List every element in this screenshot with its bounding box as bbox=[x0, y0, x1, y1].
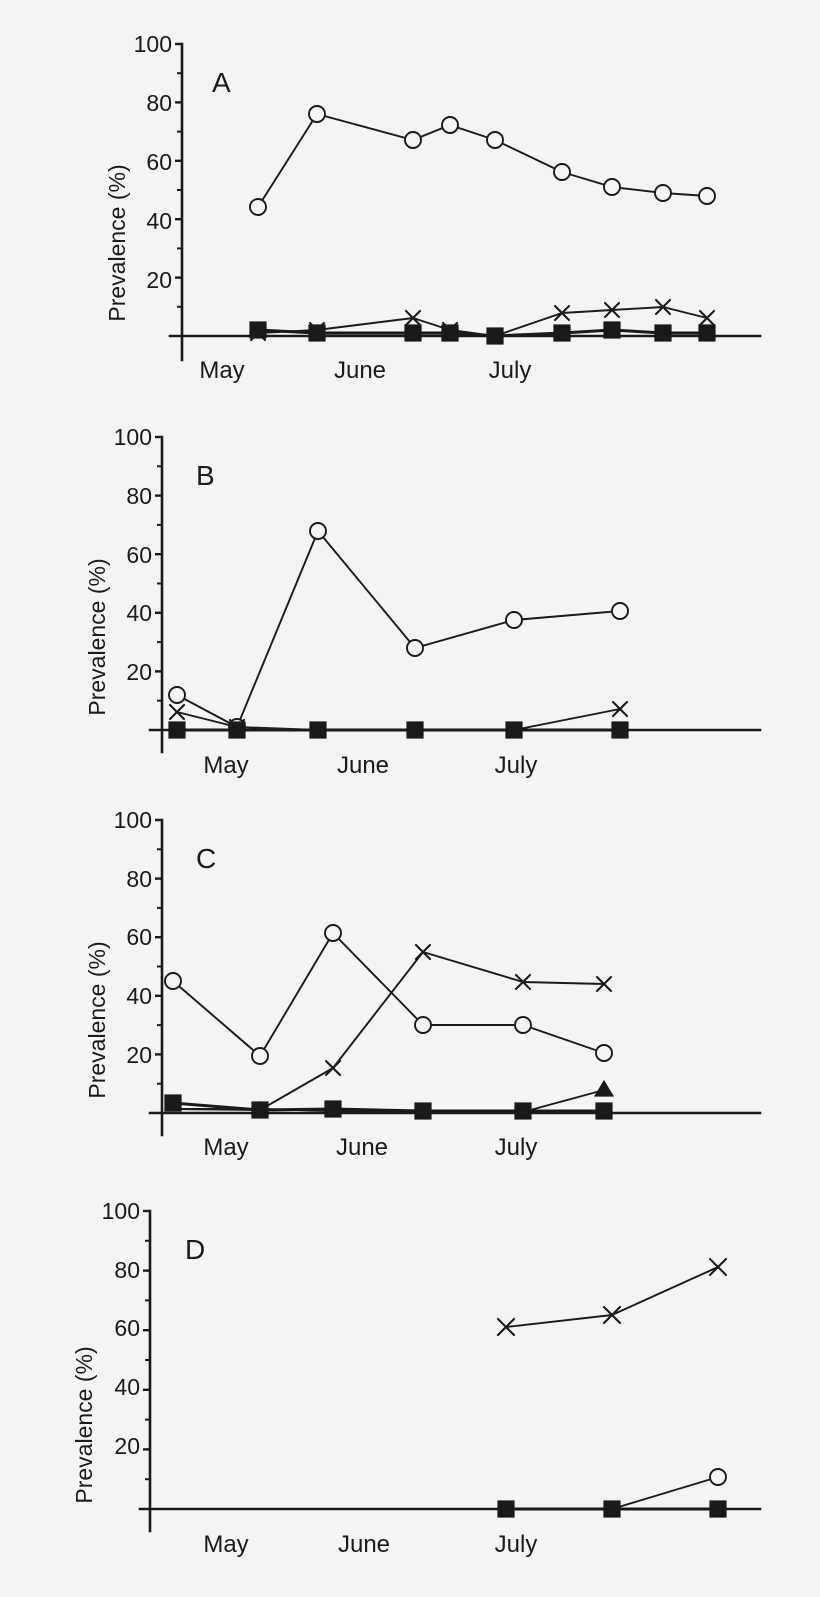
panel-b: Prevalence (%) 100 80 60 40 20 bbox=[0, 400, 820, 798]
panel-a-ytick-60: 60 bbox=[146, 149, 172, 175]
panel-c-ylabel: Prevalence (%) bbox=[84, 941, 110, 1098]
panel-c-letter: C bbox=[196, 843, 216, 874]
panel-b-xtick-may: May bbox=[203, 752, 248, 779]
panel-d-ytick-40: 40 bbox=[114, 1374, 140, 1400]
panel-d-xtick-may: May bbox=[203, 1531, 248, 1558]
panel-d-series-cross-line bbox=[505, 1266, 719, 1328]
panel-a-xtick-june: June bbox=[334, 357, 386, 384]
panel-b-ytick-40: 40 bbox=[126, 600, 152, 626]
panel-a-plot: Prevalence (%) 100 80 60 40 20 bbox=[104, 31, 762, 384]
panel-d: Prevalence (%) 100 80 60 40 20 bbox=[0, 1160, 820, 1597]
panel-b-plot: Prevalence (%) 100 80 60 40 20 bbox=[84, 424, 762, 779]
panel-d-y-major-ticks bbox=[143, 1209, 150, 1451]
panel-a: Prevalence (%) 100 80 60 40 20 bbox=[0, 0, 820, 400]
panel-a-xtick-may: May bbox=[199, 357, 244, 384]
panel-b-ytick-80: 80 bbox=[126, 483, 152, 509]
panel-d-ylabel: Prevalence (%) bbox=[71, 1346, 97, 1503]
panel-c-ytick-40: 40 bbox=[126, 983, 152, 1009]
panel-c-ytick-100: 100 bbox=[114, 807, 152, 833]
panel-b-ytick-20: 20 bbox=[126, 659, 152, 685]
panel-c: Prevalence (%) 100 80 60 40 20 bbox=[0, 780, 820, 1178]
panel-c-xtick-july: July bbox=[495, 1134, 538, 1161]
panel-a-series-square-markers bbox=[249, 321, 716, 345]
panel-b-y-minor-ticks bbox=[157, 465, 162, 702]
panel-d-ytick-100: 100 bbox=[102, 1198, 140, 1224]
panel-d-xtick-july: July bbox=[495, 1531, 538, 1558]
panel-a-series-open-circle-markers bbox=[249, 105, 716, 216]
panel-c-series-cross-markers bbox=[324, 943, 613, 1077]
panel-b-xtick-july: July bbox=[495, 752, 538, 779]
panel-b-series-square-markers bbox=[168, 721, 629, 739]
panel-d-series-square-markers bbox=[497, 1500, 727, 1518]
panel-c-ytick-20: 20 bbox=[126, 1042, 152, 1068]
panel-d-ytick-20: 20 bbox=[114, 1433, 140, 1459]
panel-d-y-minor-ticks bbox=[145, 1239, 150, 1481]
panel-d-xtick-june: June bbox=[338, 1531, 390, 1558]
panel-d-series-cross-markers bbox=[496, 1257, 728, 1337]
panel-c-series-open-circle-line bbox=[172, 932, 605, 1057]
panel-c-series-open-circle-markers bbox=[164, 924, 613, 1065]
panel-d-ytick-80: 80 bbox=[114, 1257, 140, 1283]
panel-c-y-major-ticks bbox=[155, 818, 162, 1056]
panel-a-series-open-circle-line bbox=[257, 113, 708, 208]
panel-a-y-major-ticks bbox=[175, 42, 182, 279]
panel-d-plot: Prevalence (%) 100 80 60 40 20 bbox=[71, 1198, 762, 1558]
panel-b-ylabel: Prevalence (%) bbox=[84, 558, 110, 715]
panel-a-ytick-80: 80 bbox=[146, 90, 172, 116]
panel-d-letter: D bbox=[185, 1234, 205, 1265]
panel-b-y-major-ticks bbox=[155, 435, 162, 673]
panel-d-ytick-60: 60 bbox=[114, 1315, 140, 1341]
panel-b-series-open-circle-line bbox=[176, 530, 621, 728]
panel-b-ytick-100: 100 bbox=[114, 424, 152, 450]
panel-b-letter: B bbox=[196, 460, 215, 491]
panel-a-ytick-40: 40 bbox=[146, 208, 172, 234]
panel-c-y-minor-ticks bbox=[157, 848, 162, 1085]
panel-c-xtick-june: June bbox=[336, 1134, 388, 1161]
panel-a-y-minor-ticks bbox=[177, 72, 182, 308]
panel-c-xtick-may: May bbox=[203, 1134, 248, 1161]
panel-a-xtick-july: July bbox=[489, 357, 532, 384]
panel-d-series-open-circle-markers bbox=[709, 1468, 727, 1486]
panel-c-series-triangle-markers bbox=[250, 1079, 615, 1115]
panel-b-ytick-60: 60 bbox=[126, 542, 152, 568]
panel-b-xtick-june: June bbox=[337, 752, 389, 779]
panel-a-ylabel: Prevalence (%) bbox=[104, 164, 130, 321]
panel-a-ytick-20: 20 bbox=[146, 267, 172, 293]
panel-c-series-triangle-line bbox=[172, 1089, 605, 1113]
panel-c-ytick-60: 60 bbox=[126, 924, 152, 950]
panel-c-plot: Prevalence (%) 100 80 60 40 20 bbox=[84, 807, 762, 1161]
panel-c-ytick-80: 80 bbox=[126, 866, 152, 892]
panel-a-letter: A bbox=[212, 67, 231, 98]
panel-a-ytick-100: 100 bbox=[134, 31, 172, 57]
